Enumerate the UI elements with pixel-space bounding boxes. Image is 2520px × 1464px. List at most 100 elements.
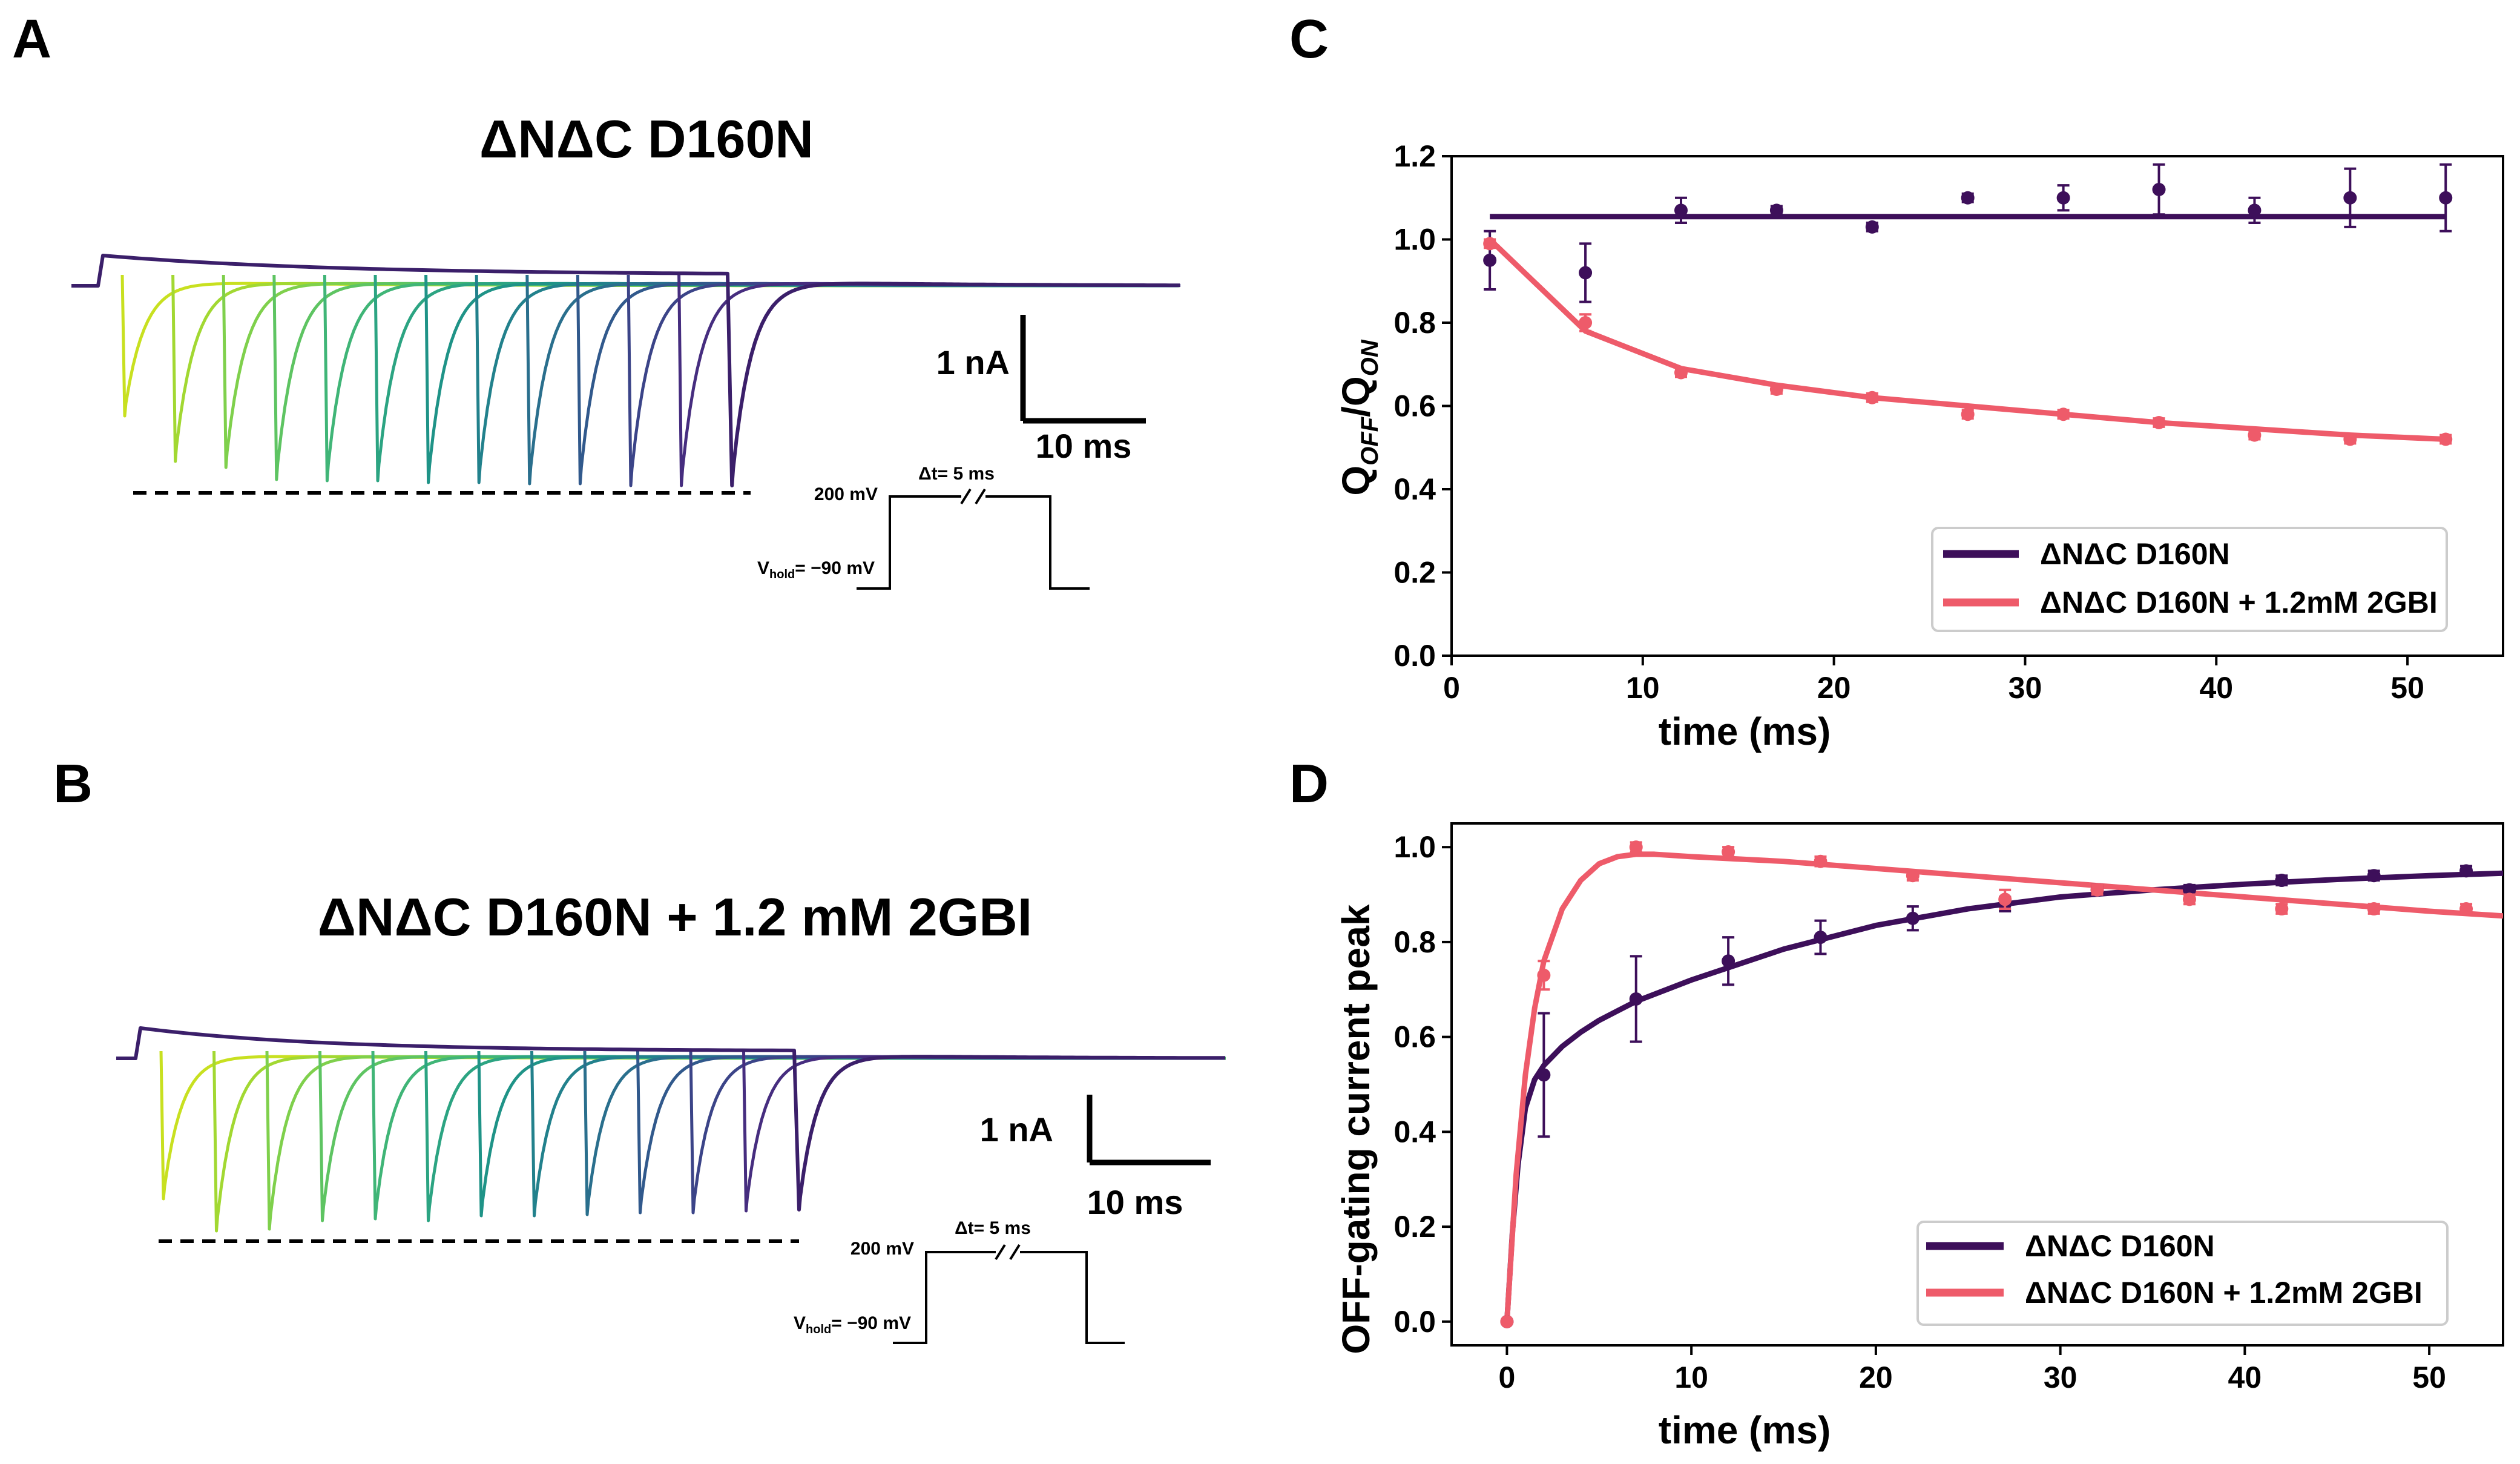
panel-c-legend-entry-drug: ΔNΔC D160N + 1.2mM 2GBI <box>2040 585 2438 619</box>
panel-b-trace-13 <box>116 1026 1225 1212</box>
panel-d-point-drug <box>2367 902 2381 916</box>
panel-c-x-tick-label: 20 <box>1817 671 1851 705</box>
panel-c-point-drug-free <box>2056 191 2070 205</box>
panel-d-x-tick-label: 50 <box>2412 1360 2446 1394</box>
panel-d-point-drug <box>2275 902 2289 916</box>
panel-a-scalebar-time: 10 ms <box>1036 427 1132 465</box>
panel-c-legend: ΔNΔC D160N ΔNΔC D160N + 1.2mM 2GBI <box>1931 527 2448 632</box>
panel-d-y-tick-label: 0.6 <box>1393 1020 1436 1054</box>
panel-d-fit-line-drug <box>1504 851 2503 1322</box>
panel-b-trace-2 <box>212 1050 1224 1233</box>
panel-d-ylabel: OFF-gating current peak <box>1334 904 1378 1354</box>
panel-b-scalebar-current: 1 nA <box>980 1110 1053 1149</box>
panel-c-point-drug-free <box>2343 191 2357 205</box>
panel-c-x-tick-label: 30 <box>2008 671 2042 705</box>
panel-d-y-tick-label: 0.2 <box>1393 1210 1436 1244</box>
panel-d-x-tick-label: 10 <box>1674 1360 1708 1394</box>
panel-a-label: A <box>12 9 51 70</box>
panel-a: A ΔNΔC D160N 1 nA 10 ms 200 mV Vhold= −9… <box>12 9 1180 590</box>
panel-d-point-drug-free <box>1537 1068 1551 1082</box>
panel-a-title: ΔNΔC D160N <box>479 109 814 169</box>
panel-a-protocol-delta: Δt= 5 ms <box>918 464 995 484</box>
panel-c-y-tick-label: 0.0 <box>1393 639 1436 673</box>
panel-c-point-drug-free <box>2439 191 2453 205</box>
panel-d: D 0 10 20 30 40 50 0.0 0.2 0.4 0.6 0.8 1.0 time (ms… <box>1289 754 2504 1452</box>
panel-b: B ΔNΔC D160N + 1.2 mM 2GBI 1 nA 10 ms 20… <box>53 754 1226 1344</box>
panel-a-traces <box>71 254 1180 487</box>
panel-d-point-drug <box>2459 902 2473 916</box>
panel-d-axes-frame <box>1450 822 2504 1347</box>
panel-c-point-drug <box>1674 366 1688 380</box>
panel-c-fit-line-drug <box>1488 237 2446 442</box>
panel-b-protocol-break <box>995 1244 1021 1261</box>
panel-b-scalebar-time: 10 ms <box>1087 1183 1183 1221</box>
panel-c-xlabel: time (ms) <box>1659 710 1831 753</box>
panel-b-protocol-waveform <box>893 1251 1125 1344</box>
panel-d-point-drug <box>1722 845 1735 859</box>
panel-c-y-tick-label: 0.4 <box>1393 472 1436 506</box>
panel-d-point-drug-free <box>2275 874 2289 888</box>
panel-d-point-drug-free <box>1629 992 1643 1006</box>
panel-c-x-tick-label: 0 <box>1443 671 1460 705</box>
panel-c-point-drug <box>2439 432 2453 446</box>
panel-c-point-drug <box>1961 407 1975 421</box>
panel-c-point-drug-free <box>2248 203 2262 217</box>
panel-c-legend-box <box>1931 527 2448 632</box>
panel-c-x-tick-label: 50 <box>2390 671 2424 705</box>
panel-b-protocol-hold: Vhold= −90 mV <box>794 1313 911 1336</box>
panel-c-point-drug <box>1483 237 1497 251</box>
panel-c: C 0 10 20 30 40 50 0.0 0.2 0.4 0.6 0.8 1.0 1.2 time … <box>1289 9 2504 753</box>
panel-c-y-tick-label: 0.8 <box>1393 306 1436 340</box>
panel-c-y-tick-label: 0.2 <box>1393 556 1436 590</box>
panel-d-point-drug <box>1500 1314 1514 1328</box>
panel-c-y-tick-label: 0.6 <box>1393 389 1436 423</box>
panel-d-point-drug <box>2090 883 2104 897</box>
panel-c-point-drug-free <box>1674 203 1688 217</box>
panel-d-y-tick-label: 0.8 <box>1393 925 1436 959</box>
panel-a-protocol-step: 200 mV <box>814 484 878 504</box>
panel-b-protocol-step: 200 mV <box>850 1239 914 1259</box>
panel-d-point-drug-free <box>2459 864 2473 878</box>
panel-d-point-drug <box>1814 854 1827 868</box>
panel-d-x-tick-label: 0 <box>1499 1360 1516 1394</box>
panel-d-point-drug <box>1629 840 1643 854</box>
panel-c-legend-entry-drug-free: ΔNΔC D160N <box>2040 537 2230 571</box>
panel-d-legend-entry-drug: ΔNΔC D160N + 1.2mM 2GBI <box>2025 1276 2423 1310</box>
panel-c-point-drug <box>2248 428 2262 442</box>
panel-c-point-drug <box>2343 432 2357 446</box>
panel-a-protocol-hold: Vhold= −90 mV <box>757 558 875 581</box>
panel-c-point-drug-free <box>1961 191 1975 205</box>
panel-c-chart: 0 10 20 30 40 50 0.0 0.2 0.4 0.6 0.8 1.0 1.2 <box>1393 139 2504 705</box>
panel-d-y-tick-label: 1.0 <box>1393 830 1436 864</box>
panel-d-x-tick-label: 40 <box>2228 1360 2262 1394</box>
panel-c-x-tick-label: 10 <box>1626 671 1660 705</box>
panel-d-point-drug-free <box>1906 911 1920 925</box>
panel-d-x-tick-label: 20 <box>1859 1360 1893 1394</box>
panel-c-point-drug <box>2152 416 2166 429</box>
panel-c-point-drug <box>1579 316 1593 329</box>
panel-a-protocol-break <box>960 488 986 505</box>
panel-d-y-tick-label: 0.0 <box>1393 1305 1436 1339</box>
panel-d-label: D <box>1289 754 1329 814</box>
panel-c-ylabel: QOFF/QON <box>1334 339 1383 495</box>
panel-d-point-drug-free <box>2182 883 2196 897</box>
panel-d-fit-line-drug-free <box>1504 870 2503 1322</box>
panel-c-point-drug-free <box>1769 203 1783 217</box>
panel-c-y-tick-label: 1.0 <box>1393 223 1436 257</box>
panel-b-protocol-delta: Δt= 5 ms <box>955 1218 1031 1238</box>
panel-d-xlabel: time (ms) <box>1659 1408 1831 1452</box>
panel-d-point-drug <box>1998 892 2012 906</box>
panel-d-legend-entry-drug-free: ΔNΔC D160N <box>2025 1229 2215 1263</box>
panel-b-traces <box>116 1026 1226 1233</box>
panel-a-scalebar-current: 1 nA <box>936 343 1010 381</box>
panel-c-point-drug-free <box>1865 220 1879 234</box>
panel-d-legend: ΔNΔC D160N ΔNΔC D160N + 1.2mM 2GBI <box>1916 1221 2449 1326</box>
panel-b-title: ΔNΔC D160N + 1.2 mM 2GBI <box>318 887 1032 947</box>
panel-d-x-tick-label: 30 <box>2044 1360 2078 1394</box>
panel-d-point-drug <box>1906 869 1920 883</box>
panel-d-y-tick-label: 0.4 <box>1393 1115 1436 1149</box>
panel-c-point-drug-free <box>1483 253 1497 267</box>
panel-c-label: C <box>1289 9 1329 70</box>
panel-d-legend-box <box>1916 1221 2449 1326</box>
